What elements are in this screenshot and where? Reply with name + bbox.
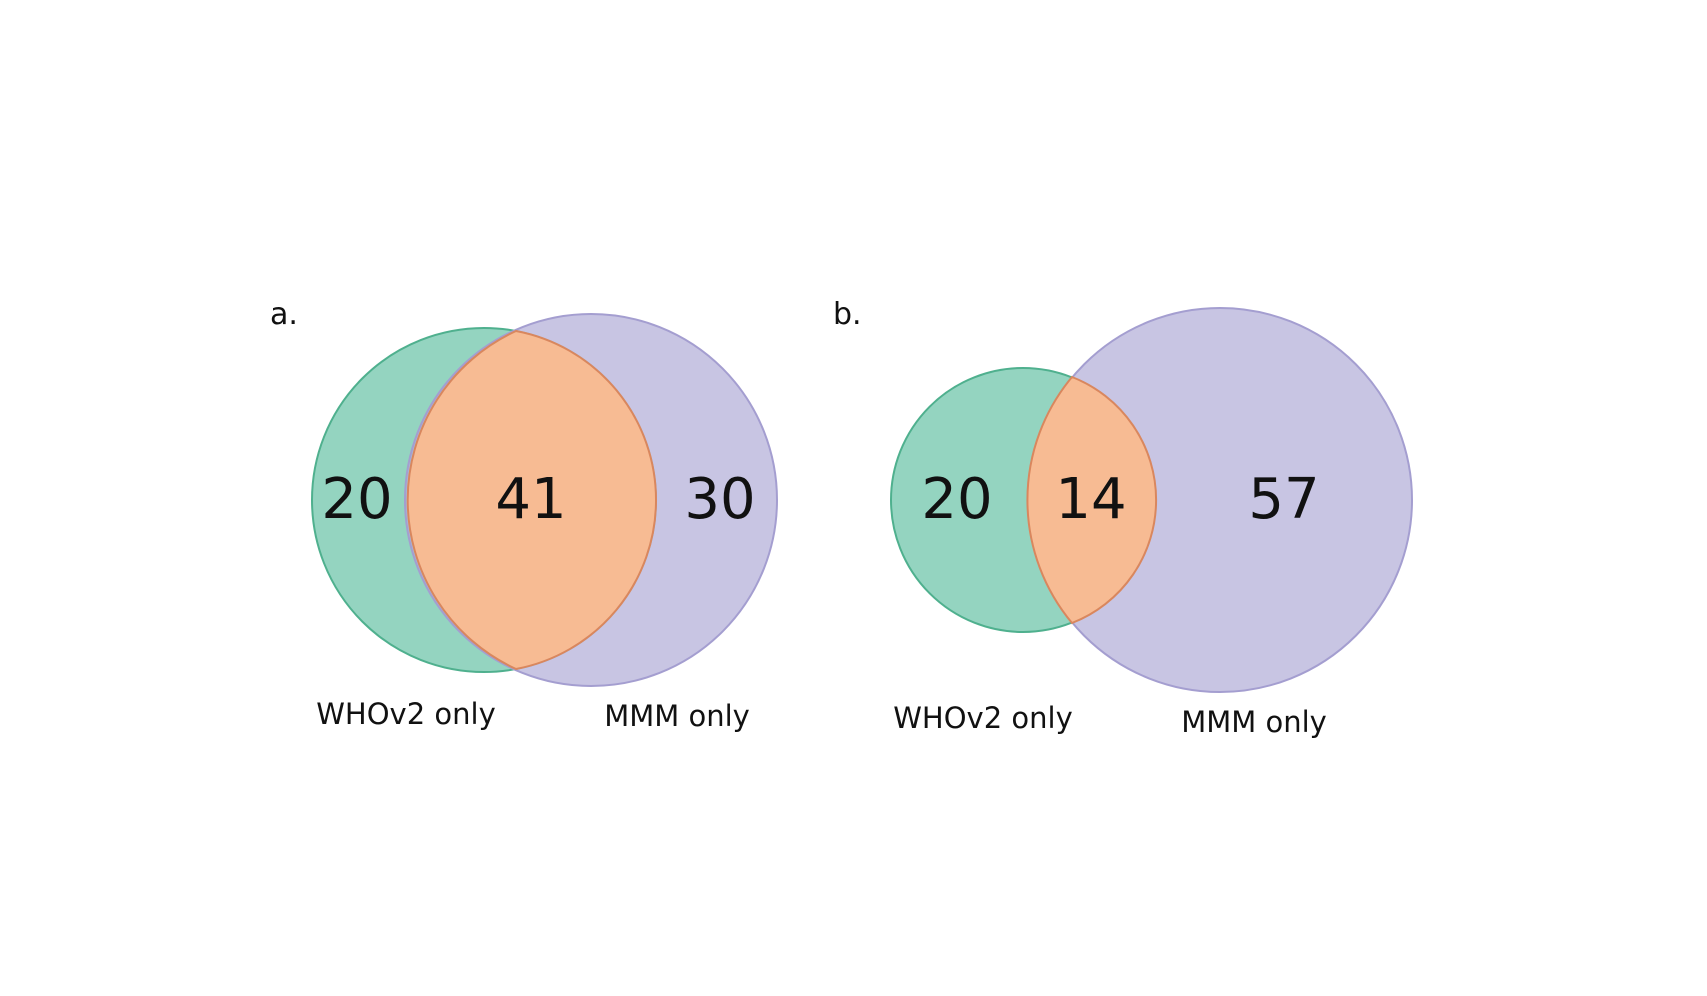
venn-panel-b: b. 20 14 57 WHOv2 only MMM only: [833, 297, 1413, 739]
panel-a-mmm-only-count: 30: [684, 467, 755, 532]
panel-b-mmm-set-label: MMM only: [1181, 705, 1327, 739]
panel-b-whov2-only-count: 20: [921, 467, 992, 532]
panel-b-label: b.: [833, 297, 862, 332]
panel-a-label: a.: [270, 297, 298, 332]
panel-b-whov2-set-label: WHOv2 only: [893, 701, 1072, 735]
panel-b-overlap-count: 14: [1055, 467, 1126, 532]
panel-a-whov2-only-count: 20: [321, 467, 392, 532]
panel-a-overlap-count: 41: [495, 467, 566, 532]
panel-a-mmm-set-label: MMM only: [604, 699, 750, 733]
panel-a-overlap-region: [406, 329, 658, 671]
panel-a-whov2-set-label: WHOv2 only: [316, 697, 495, 731]
panel-b-overlap-region: [1026, 375, 1158, 625]
panel-b-mmm-only-count: 57: [1248, 467, 1319, 532]
venn-panel-a: a. 20 41 30 WHOv2 only MMM only: [270, 297, 778, 733]
